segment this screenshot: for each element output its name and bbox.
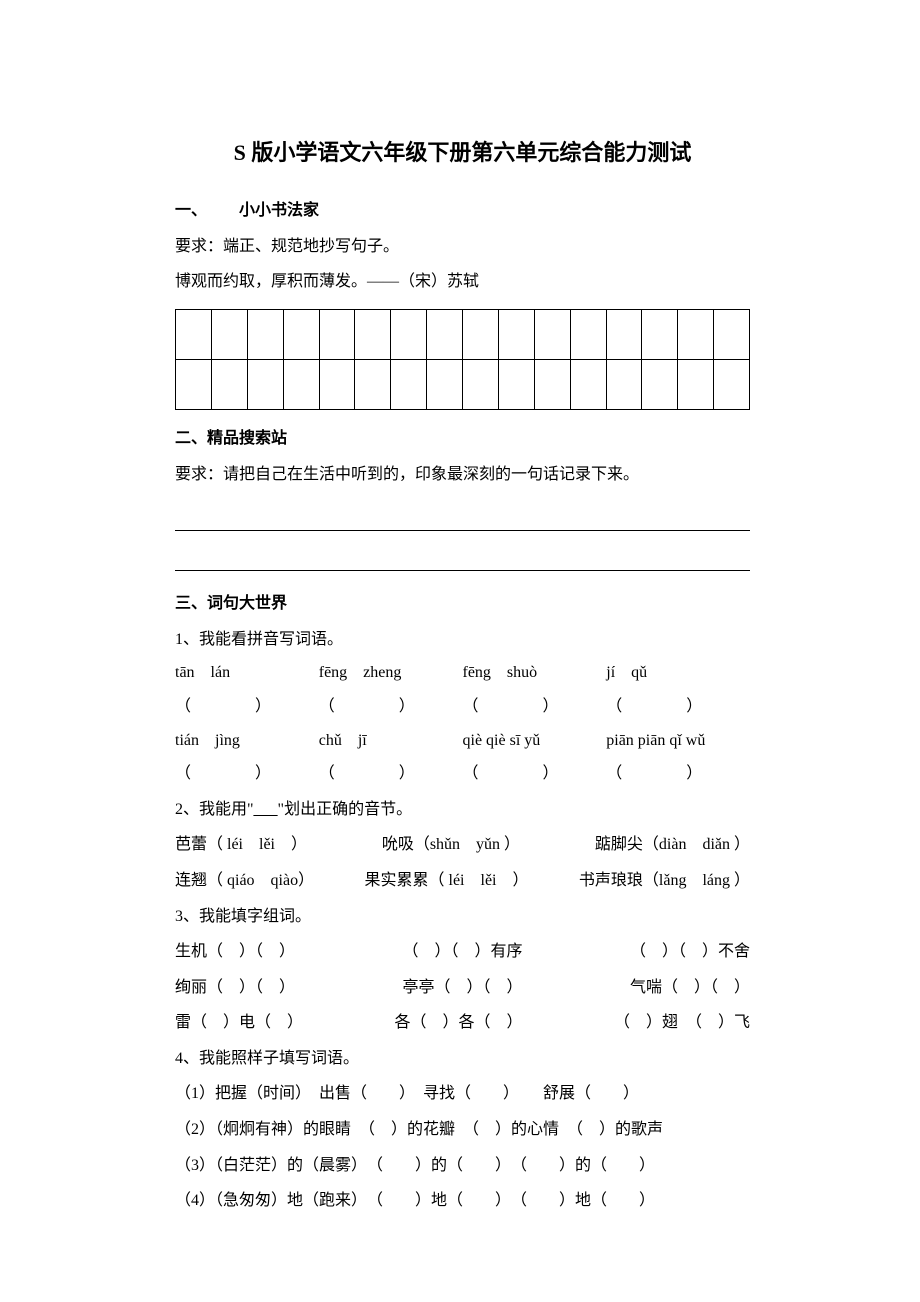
paren-cell: （ ） xyxy=(319,690,463,724)
section1-requirement: 要求：端正、规范地抄写句子。 xyxy=(175,230,750,264)
paren-cell: （ ） xyxy=(319,757,463,791)
paren-cell: （ ） xyxy=(606,690,750,724)
pinyin-cell: tián jìng xyxy=(175,724,319,758)
pinyin-cell: tān lán xyxy=(175,656,319,690)
q3-label: 3、我能填字组词。 xyxy=(175,900,750,934)
paren-cell: （ ） xyxy=(463,757,607,791)
q3-item: 气喘（ ）（ ） xyxy=(630,971,750,1005)
grid-cell xyxy=(355,359,391,409)
writing-grid xyxy=(175,309,750,410)
grid-cell xyxy=(534,309,570,359)
q2-item: 芭蕾（ léi lěi ） xyxy=(175,828,307,862)
grid-cell xyxy=(714,359,750,409)
q2-item: 吮吸（shǔn yǔn ） xyxy=(382,828,520,862)
section1-title: 小小书法家 xyxy=(239,202,319,219)
q3-item: 各（ ）各（ ） xyxy=(394,1006,522,1040)
grid-cell xyxy=(714,309,750,359)
section1-header: 一、 小小书法家 xyxy=(175,194,750,228)
grid-cell xyxy=(498,359,534,409)
paren-cell: （ ） xyxy=(175,690,319,724)
q2-line2: 连翘（ qiáo qiào） 果实累累（ léi lěi ） 书声琅琅（lǎng… xyxy=(175,864,750,898)
q3-line1: 生机（ ）（ ） （ ）（ ）有序 （ ）（ ）不舍 xyxy=(175,935,750,969)
grid-cell xyxy=(570,359,606,409)
q1-paren-row2: （ ） （ ） （ ） （ ） xyxy=(175,757,750,791)
q1-pinyin-row2: tián jìng chǔ jī qiè qiè sī yǔ piān piān… xyxy=(175,724,750,758)
blank-line-2 xyxy=(175,545,750,571)
grid-cell xyxy=(642,309,678,359)
pinyin-cell: jí qǔ xyxy=(606,656,750,690)
q1-paren-row1: （ ） （ ） （ ） （ ） xyxy=(175,690,750,724)
section1-quote: 博观而约取，厚积而薄发。——（宋）苏轼 xyxy=(175,265,750,299)
grid-cell xyxy=(319,309,355,359)
q4-line2: （2）（炯炯有神）的眼睛 （ ）的花瓣 （ ）的心情 （ ）的歌声 xyxy=(175,1113,750,1147)
pinyin-cell: fēng shuò xyxy=(463,656,607,690)
q3-line2: 绚丽（ ）（ ） 亭亭（ ）（ ） 气喘（ ）（ ） xyxy=(175,971,750,1005)
grid-cell xyxy=(283,309,319,359)
q1-pinyin-row1: tān lán fēng zheng fēng shuò jí qǔ xyxy=(175,656,750,690)
blank-line-1 xyxy=(175,505,750,531)
pinyin-cell: qiè qiè sī yǔ xyxy=(463,724,607,758)
q4-line1: （1）把握（时间） 出售（ ） 寻找（ ） 舒展（ ） xyxy=(175,1077,750,1111)
grid-cell xyxy=(678,359,714,409)
grid-cell xyxy=(283,359,319,409)
q2-line1: 芭蕾（ léi lěi ） 吮吸（shǔn yǔn ） 踮脚尖（diàn diǎ… xyxy=(175,828,750,862)
q2-underline: ___ xyxy=(254,801,278,818)
q3-item: 绚丽（ ）（ ） xyxy=(175,971,295,1005)
grid-cell xyxy=(176,359,212,409)
q2-item: 果实累累（ léi lěi ） xyxy=(365,864,529,898)
paren-cell: （ ） xyxy=(175,757,319,791)
section2-header: 二、精品搜索站 xyxy=(175,422,750,456)
grid-cell xyxy=(391,359,427,409)
grid-cell xyxy=(391,309,427,359)
q3-item: （ ）（ ）不舍 xyxy=(630,935,750,969)
q3-item: （ ）翅 （ ）飞 xyxy=(614,1006,750,1040)
grid-cell xyxy=(678,309,714,359)
page-title: S 版小学语文六年级下册第六单元综合能力测试 xyxy=(175,130,750,176)
grid-cell xyxy=(606,359,642,409)
paren-cell: （ ） xyxy=(606,757,750,791)
grid-cell xyxy=(570,309,606,359)
grid-cell xyxy=(211,359,247,409)
grid-cell xyxy=(642,359,678,409)
grid-cell xyxy=(176,309,212,359)
pinyin-cell: piān piān qǐ wǔ xyxy=(606,724,750,758)
q2-item: 连翘（ qiáo qiào） xyxy=(175,864,314,898)
grid-cell xyxy=(427,309,463,359)
grid-cell xyxy=(211,309,247,359)
grid-cell xyxy=(606,309,642,359)
grid-cell xyxy=(247,359,283,409)
grid-cell xyxy=(247,309,283,359)
q3-item: 生机（ ）（ ） xyxy=(175,935,295,969)
q4-line3: （3）（白茫茫）的（晨雾） （ ）的（ ） （ ）的（ ） xyxy=(175,1149,750,1183)
q1-label: 1、我能看拼音写词语。 xyxy=(175,623,750,657)
grid-cell xyxy=(355,309,391,359)
q2-label-post: "划出正确的音节。 xyxy=(278,801,413,818)
q4-label: 4、我能照样子填写词语。 xyxy=(175,1042,750,1076)
section2-requirement: 要求：请把自己在生活中听到的，印象最深刻的一句话记录下来。 xyxy=(175,458,750,492)
grid-cell xyxy=(463,309,499,359)
grid-cell xyxy=(427,359,463,409)
section2-num: 二、 xyxy=(175,430,207,447)
q3-line3: 雷（ ）电（ ） 各（ ）各（ ） （ ）翅 （ ）飞 xyxy=(175,1006,750,1040)
grid-cell xyxy=(463,359,499,409)
q2-label: 2、我能用"___"划出正确的音节。 xyxy=(175,793,750,827)
section1-num: 一、 xyxy=(175,202,207,219)
pinyin-cell: fēng zheng xyxy=(319,656,463,690)
section2-title: 精品搜索站 xyxy=(207,430,287,447)
pinyin-cell: chǔ jī xyxy=(319,724,463,758)
q4-line4: （4）（急匆匆）地（跑来） （ ）地（ ） （ ）地（ ） xyxy=(175,1184,750,1218)
q3-item: （ ）（ ）有序 xyxy=(402,935,522,969)
paren-cell: （ ） xyxy=(463,690,607,724)
q2-item: 书声琅琅（lǎng láng ） xyxy=(579,864,750,898)
q3-item: 亭亭（ ）（ ） xyxy=(402,971,522,1005)
q2-label-pre: 2、我能用" xyxy=(175,801,254,818)
grid-cell xyxy=(319,359,355,409)
q2-item: 踮脚尖（diàn diǎn ） xyxy=(595,828,750,862)
grid-cell xyxy=(498,309,534,359)
grid-cell xyxy=(534,359,570,409)
section3-header: 三、词句大世界 xyxy=(175,587,750,621)
q3-item: 雷（ ）电（ ） xyxy=(175,1006,303,1040)
